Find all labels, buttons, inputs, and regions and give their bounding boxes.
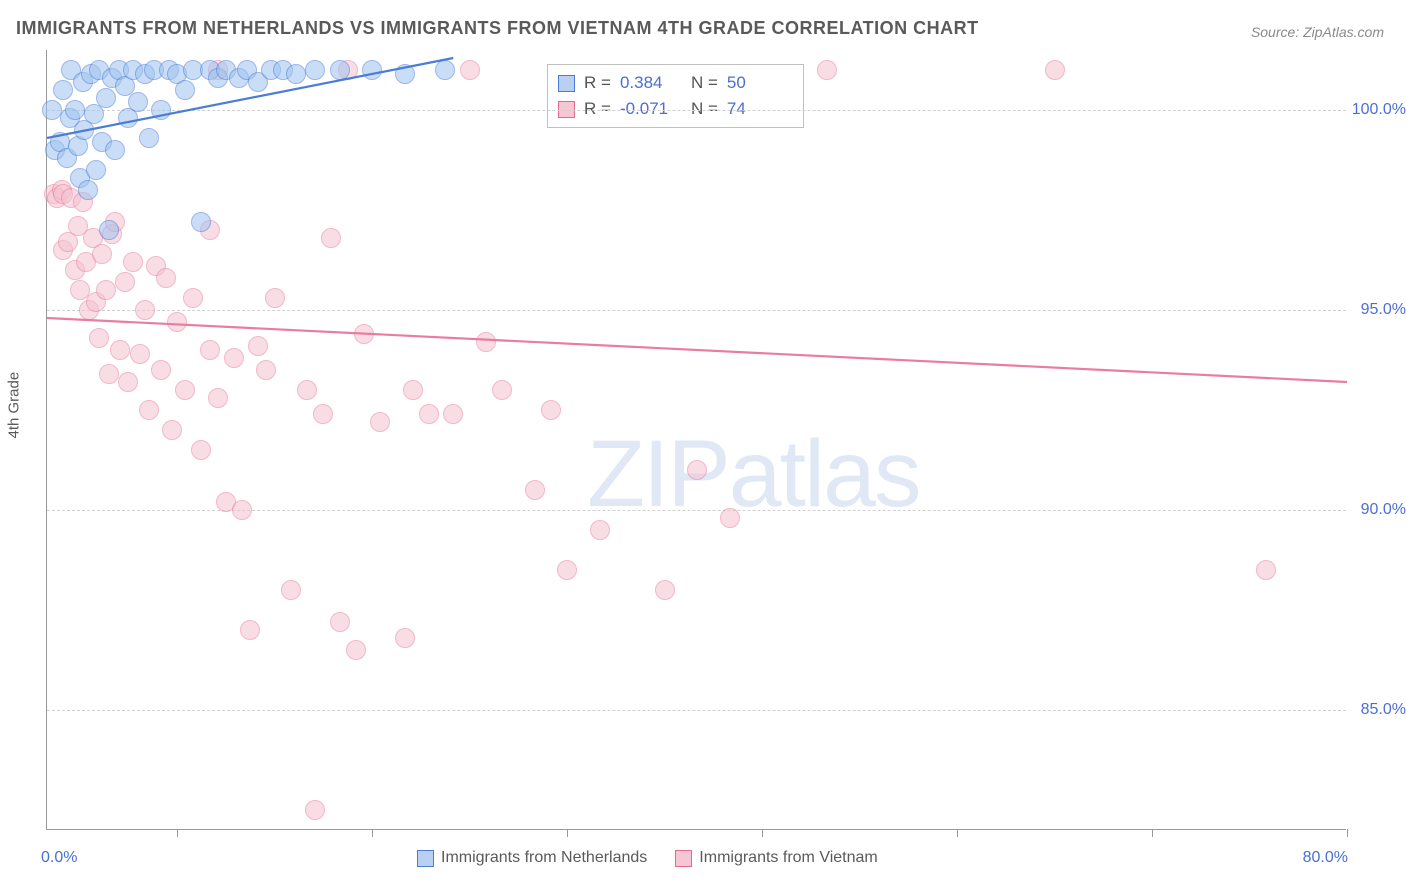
x-tick (1152, 829, 1153, 837)
y-tick-label: 100.0% (1352, 101, 1406, 119)
trend-line-pink (47, 318, 1347, 382)
series-legend: Immigrants from Netherlands Immigrants f… (417, 849, 878, 867)
legend-item-netherlands: Immigrants from Netherlands (417, 849, 647, 867)
x-tick (762, 829, 763, 837)
x-tick (1347, 829, 1348, 837)
x-tick (372, 829, 373, 837)
swatch-blue-icon (417, 850, 434, 867)
x-tick (177, 829, 178, 837)
legend-item-vietnam: Immigrants from Vietnam (675, 849, 877, 867)
correlation-chart: IMMIGRANTS FROM NETHERLANDS VS IMMIGRANT… (0, 0, 1406, 892)
x-tick (567, 829, 568, 837)
y-tick-label: 95.0% (1361, 301, 1406, 319)
trend-lines (47, 50, 1347, 830)
y-axis-label: 4th Grade (6, 372, 23, 439)
x-axis-min-label: 0.0% (41, 849, 77, 867)
y-tick-label: 90.0% (1361, 501, 1406, 519)
plot-area: ZIPatlas R = 0.384 N = 50 R = -0.071 N =… (46, 50, 1346, 830)
y-tick-label: 85.0% (1361, 701, 1406, 719)
legend-label: Immigrants from Vietnam (699, 849, 877, 867)
swatch-pink-icon (675, 850, 692, 867)
legend-label: Immigrants from Netherlands (441, 849, 647, 867)
source-label: Source: ZipAtlas.com (1251, 24, 1384, 40)
chart-title: IMMIGRANTS FROM NETHERLANDS VS IMMIGRANT… (16, 18, 979, 39)
x-tick (957, 829, 958, 837)
trend-line-blue (47, 58, 453, 138)
x-axis-max-label: 80.0% (1303, 849, 1348, 867)
